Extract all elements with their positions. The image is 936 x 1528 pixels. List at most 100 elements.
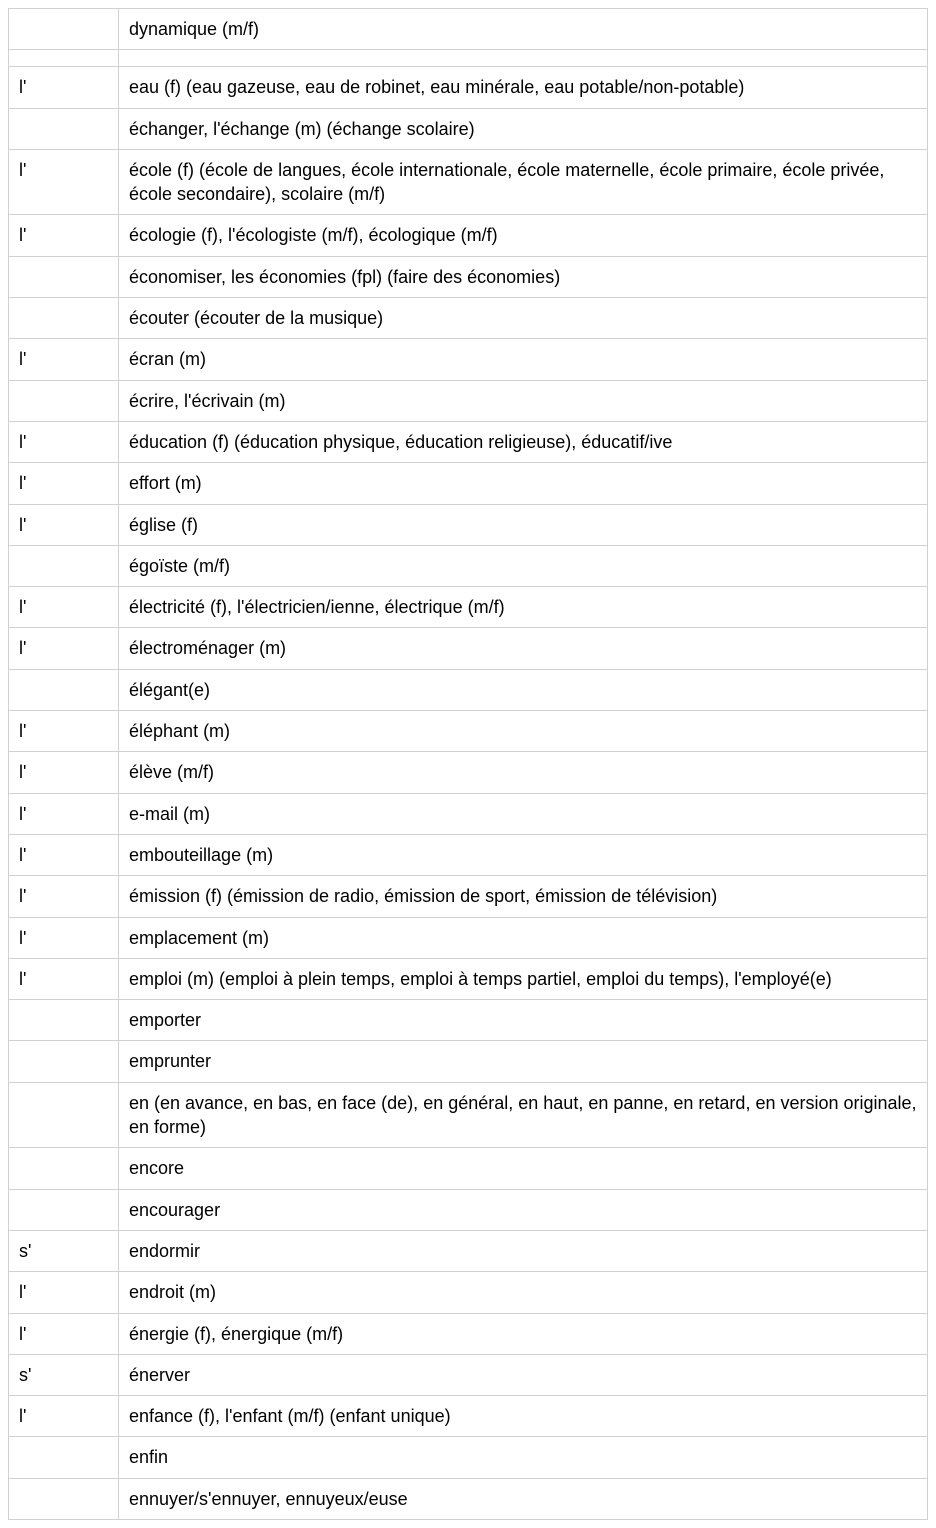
prefix-cell: l' (9, 1396, 119, 1437)
term-cell: ennuyer/s'ennuyer, ennuyeux/euse (119, 1478, 928, 1519)
prefix-cell: l' (9, 463, 119, 504)
prefix-cell: l' (9, 834, 119, 875)
table-row: encourager (9, 1189, 928, 1230)
table-row: écouter (écouter de la musique) (9, 298, 928, 339)
term-cell: écologie (f), l'écologiste (m/f), écolog… (119, 215, 928, 256)
term-cell: éléphant (m) (119, 711, 928, 752)
table-row: l'énergie (f), énergique (m/f) (9, 1313, 928, 1354)
table-row: l'e-mail (m) (9, 793, 928, 834)
vocabulary-table: dynamique (m/f)l'eau (f) (eau gazeuse, e… (8, 8, 928, 1520)
term-cell: énergie (f), énergique (m/f) (119, 1313, 928, 1354)
term-cell: en (en avance, en bas, en face (de), en … (119, 1082, 928, 1148)
term-cell: échanger, l'échange (m) (échange scolair… (119, 108, 928, 149)
table-row: l'école (f) (école de langues, école int… (9, 149, 928, 215)
prefix-cell: l' (9, 793, 119, 834)
prefix-cell (9, 108, 119, 149)
prefix-cell (9, 1041, 119, 1082)
table-row: économiser, les économies (fpl) (faire d… (9, 256, 928, 297)
prefix-cell (9, 1000, 119, 1041)
table-row: l'emploi (m) (emploi à plein temps, empl… (9, 958, 928, 999)
prefix-cell: l' (9, 67, 119, 108)
table-row: emporter (9, 1000, 928, 1041)
term-cell: endroit (m) (119, 1272, 928, 1313)
table-row: égoïste (m/f) (9, 545, 928, 586)
table-row: élégant(e) (9, 669, 928, 710)
prefix-cell: l' (9, 149, 119, 215)
prefix-cell (9, 1478, 119, 1519)
table-row: s'endormir (9, 1230, 928, 1271)
term-cell: e-mail (m) (119, 793, 928, 834)
table-row: échanger, l'échange (m) (échange scolair… (9, 108, 928, 149)
prefix-cell: s' (9, 1230, 119, 1271)
term-cell: endormir (119, 1230, 928, 1271)
term-cell: encourager (119, 1189, 928, 1230)
table-row: encore (9, 1148, 928, 1189)
prefix-cell (9, 669, 119, 710)
term-cell: éducation (f) (éducation physique, éduca… (119, 421, 928, 462)
prefix-cell (9, 545, 119, 586)
term-cell: encore (119, 1148, 928, 1189)
term-cell: électroménager (m) (119, 628, 928, 669)
prefix-cell: l' (9, 587, 119, 628)
table-row: l'écran (m) (9, 339, 928, 380)
term-cell: enfance (f), l'enfant (m/f) (enfant uniq… (119, 1396, 928, 1437)
prefix-cell (9, 1148, 119, 1189)
term-cell: emploi (m) (emploi à plein temps, emploi… (119, 958, 928, 999)
table-row: l'électricité (f), l'électricien/ienne, … (9, 587, 928, 628)
table-row: écrire, l'écrivain (m) (9, 380, 928, 421)
prefix-cell: l' (9, 504, 119, 545)
term-cell: électricité (f), l'électricien/ienne, él… (119, 587, 928, 628)
prefix-cell: l' (9, 215, 119, 256)
prefix-cell (9, 298, 119, 339)
prefix-cell: l' (9, 876, 119, 917)
table-row: emprunter (9, 1041, 928, 1082)
term-cell: dynamique (m/f) (119, 9, 928, 50)
table-row: l'eau (f) (eau gazeuse, eau de robinet, … (9, 67, 928, 108)
term-cell: embouteillage (m) (119, 834, 928, 875)
prefix-cell: l' (9, 1272, 119, 1313)
prefix-cell: l' (9, 711, 119, 752)
table-row: l'endroit (m) (9, 1272, 928, 1313)
term-cell: écrire, l'écrivain (m) (119, 380, 928, 421)
term-cell: emporter (119, 1000, 928, 1041)
prefix-cell: l' (9, 628, 119, 669)
table-row: l'électroménager (m) (9, 628, 928, 669)
term-cell: économiser, les économies (fpl) (faire d… (119, 256, 928, 297)
term-cell: emplacement (m) (119, 917, 928, 958)
term-cell: énerver (119, 1354, 928, 1395)
term-cell: élève (m/f) (119, 752, 928, 793)
prefix-cell (9, 1082, 119, 1148)
prefix-cell: l' (9, 958, 119, 999)
table-row: l'écologie (f), l'écologiste (m/f), écol… (9, 215, 928, 256)
table-row: l'emplacement (m) (9, 917, 928, 958)
table-row: l'élève (m/f) (9, 752, 928, 793)
prefix-cell (9, 256, 119, 297)
term-cell: effort (m) (119, 463, 928, 504)
prefix-cell (9, 1437, 119, 1478)
prefix-cell: l' (9, 421, 119, 462)
term-cell (119, 50, 928, 67)
term-cell: élégant(e) (119, 669, 928, 710)
table-row: en (en avance, en bas, en face (de), en … (9, 1082, 928, 1148)
table-row: l'éléphant (m) (9, 711, 928, 752)
term-cell: égoïste (m/f) (119, 545, 928, 586)
prefix-cell (9, 380, 119, 421)
table-row: l'effort (m) (9, 463, 928, 504)
term-cell: écouter (écouter de la musique) (119, 298, 928, 339)
prefix-cell: l' (9, 339, 119, 380)
prefix-cell: l' (9, 1313, 119, 1354)
table-row: l'église (f) (9, 504, 928, 545)
prefix-cell: l' (9, 752, 119, 793)
term-cell: église (f) (119, 504, 928, 545)
table-row: ennuyer/s'ennuyer, ennuyeux/euse (9, 1478, 928, 1519)
prefix-cell: s' (9, 1354, 119, 1395)
vocabulary-table-body: dynamique (m/f)l'eau (f) (eau gazeuse, e… (9, 9, 928, 1520)
table-row: l'éducation (f) (éducation physique, édu… (9, 421, 928, 462)
table-row: l'émission (f) (émission de radio, émiss… (9, 876, 928, 917)
table-row: l'embouteillage (m) (9, 834, 928, 875)
prefix-cell: l' (9, 917, 119, 958)
table-row: l'enfance (f), l'enfant (m/f) (enfant un… (9, 1396, 928, 1437)
term-cell: écran (m) (119, 339, 928, 380)
term-cell: eau (f) (eau gazeuse, eau de robinet, ea… (119, 67, 928, 108)
prefix-cell (9, 9, 119, 50)
